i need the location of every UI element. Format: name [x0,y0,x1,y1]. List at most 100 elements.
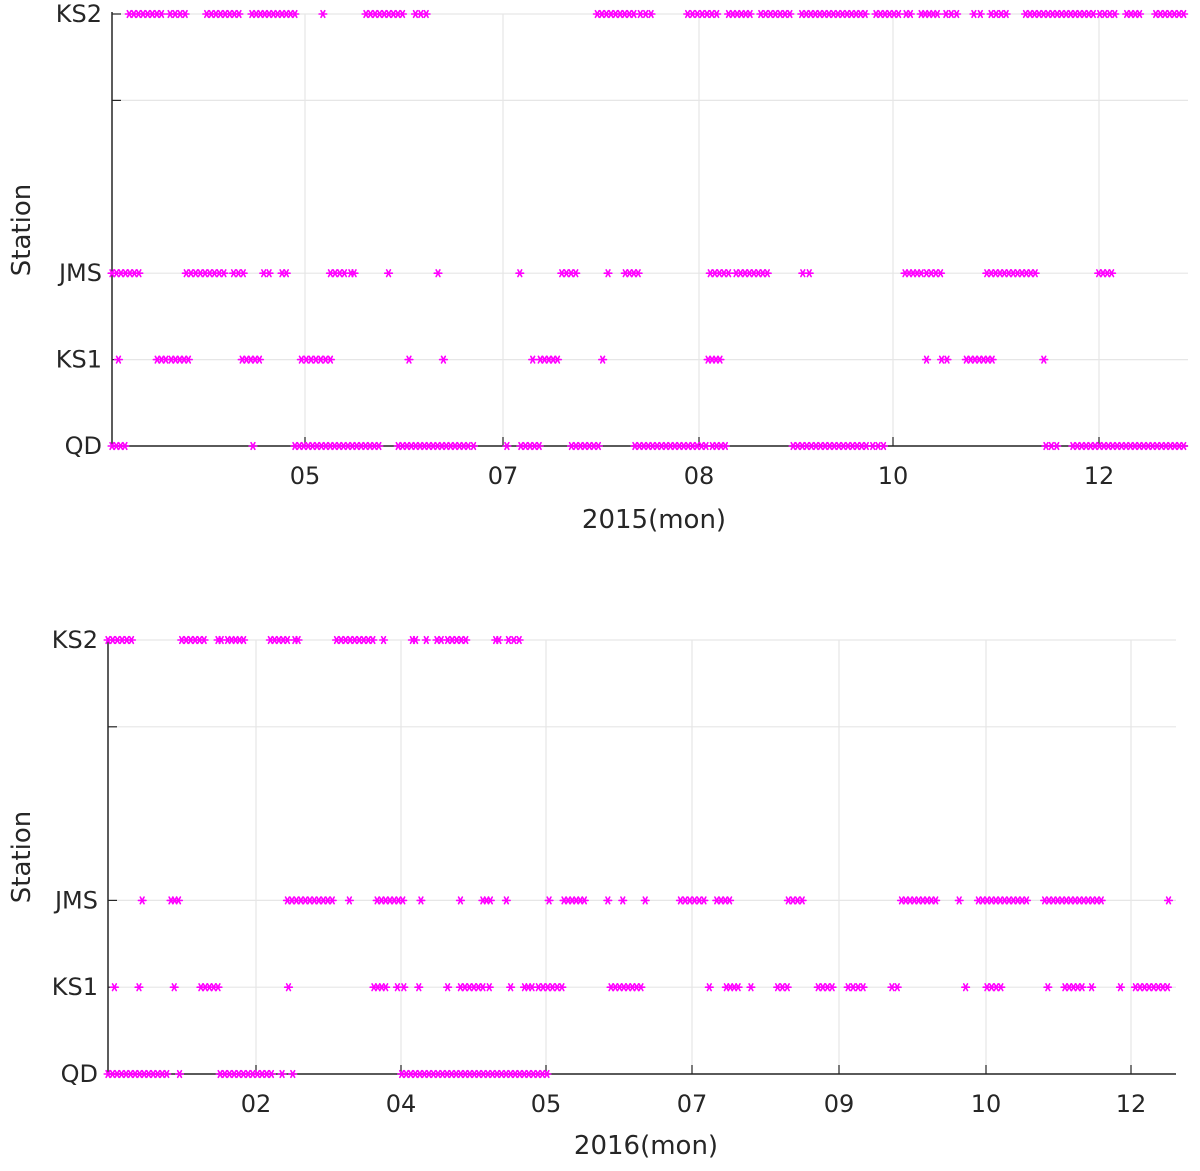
data-point [593,441,603,451]
data-point [1115,983,1126,992]
data-point [344,896,354,905]
data-point [579,896,589,905]
data-point [892,983,902,992]
data-point [137,896,147,905]
data-point [1087,983,1097,992]
panel-2015: QD KS1 JMS KS2 05 07 08 10 12 2015(mon) Station [7,0,1189,535]
data-point [1030,269,1040,278]
data-point [349,269,359,278]
data-point [318,9,328,19]
series-qd [107,441,1189,451]
y-tick-label: KS2 [52,626,98,654]
data-point [961,983,971,992]
data-point [374,441,384,451]
data-point [785,9,795,19]
data-point [932,9,942,19]
data-point [640,896,650,905]
data-point [571,269,581,278]
data-point [485,896,495,905]
x-axis-label: 2016(mon) [574,1131,718,1161]
x-tick-label: 10 [878,462,909,490]
data-point [398,896,408,905]
series-qd [103,1069,552,1079]
x-tick-label: 07 [677,1090,708,1118]
y-axis-label: Station [7,184,37,276]
data-point [1162,983,1173,992]
data-point [975,9,985,19]
data-point [134,269,144,278]
data-point [528,355,538,364]
data-point [416,896,426,905]
series-jms [137,896,1174,905]
data-point [858,983,868,992]
data-point [1052,441,1062,451]
x-axis-label: 2015(mon) [582,505,726,535]
data-point [156,9,167,19]
data-point [745,9,755,19]
data-point [169,983,179,992]
data-point [468,441,479,451]
x-tick-label: 12 [1116,1090,1147,1118]
data-point [283,983,294,992]
data-point [935,269,946,278]
data-point [782,983,792,992]
x-tick-label: 02 [241,1090,272,1118]
data-point [501,896,511,905]
data-point [746,983,756,992]
data-point [715,355,725,364]
data-point [1179,9,1189,19]
data-point [290,9,300,19]
data-point [502,441,512,451]
data-point [281,269,291,278]
data-point [134,983,144,992]
data-point [433,269,443,278]
y-tick-label: KS1 [56,346,102,374]
data-point [878,441,889,451]
data-point [1110,9,1120,19]
x-tick-label: 12 [1084,462,1115,490]
x-tick-label: 08 [684,462,715,490]
data-point [455,896,466,905]
data-point [603,269,613,278]
data-point [126,635,137,645]
data-point [288,1069,298,1079]
series-jms [107,269,1117,278]
x-tick-label: 04 [386,1090,417,1118]
data-point [762,269,772,278]
data-point [797,896,807,905]
data-point [827,983,837,992]
data-point [704,983,714,992]
data-point [860,9,870,19]
data-point [113,355,124,364]
data-point [421,635,431,645]
data-point [1001,9,1011,19]
data-point [325,355,336,364]
data-point [1077,983,1087,992]
data-point [254,355,265,364]
data-point [1039,355,1049,364]
data-point [180,9,190,19]
data-point [120,441,130,451]
data-point [234,9,244,19]
data-point [712,9,722,19]
data-point [213,983,223,992]
data-point [646,9,656,19]
data-point [399,983,409,992]
data-point [557,983,567,992]
data-point [293,635,303,645]
data-point [1107,269,1117,278]
data-point [515,269,525,278]
data-point [378,635,389,645]
data-point [1096,896,1106,905]
data-point [414,983,424,992]
data-point [162,1069,172,1079]
data-point [368,635,378,645]
data-point [327,896,337,905]
data-point [397,9,408,19]
data-point [636,983,646,992]
data-point [410,635,421,645]
data-point [723,269,734,278]
data-point [494,635,504,645]
data-point [404,355,414,364]
